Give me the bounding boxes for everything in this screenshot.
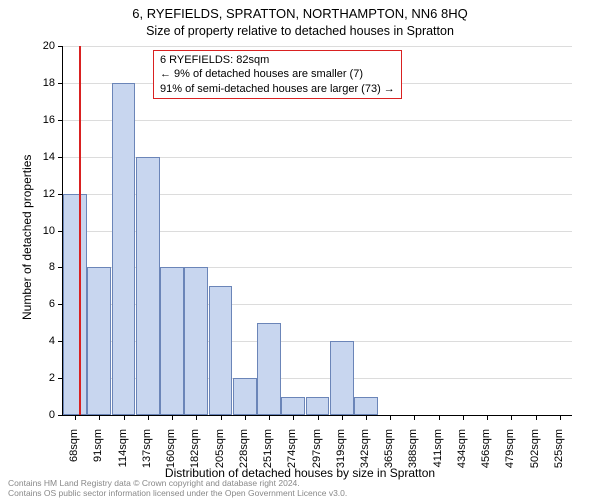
histogram-bar (354, 397, 378, 415)
xtick-mark (124, 415, 125, 420)
gridline (63, 120, 572, 121)
histogram-bar (233, 378, 257, 415)
annotation-line2: ← 9% of detached houses are smaller (7) (160, 67, 395, 81)
annotation-line1: 6 RYEFIELDS: 82sqm (160, 53, 395, 67)
ytick-label: 6 (25, 298, 55, 310)
xtick-mark (75, 415, 76, 420)
ytick-label: 4 (25, 335, 55, 347)
histogram-bar (87, 267, 111, 415)
ytick-label: 10 (25, 225, 55, 237)
chart-title-address: 6, RYEFIELDS, SPRATTON, NORTHAMPTON, NN6… (0, 6, 600, 21)
xtick-mark (390, 415, 391, 420)
y-axis-label: Number of detached properties (20, 155, 34, 320)
ytick-mark (58, 415, 63, 416)
footer-line2: Contains OS public sector information li… (8, 489, 347, 498)
ytick-label: 12 (25, 188, 55, 200)
xtick-mark (536, 415, 537, 420)
histogram-bar (112, 83, 136, 415)
gridline (63, 46, 572, 47)
xtick-label: 502sqm (529, 429, 541, 479)
xtick-label: 525sqm (553, 429, 565, 479)
xtick-label: 342sqm (359, 429, 371, 479)
xtick-mark (439, 415, 440, 420)
chart-container: 6, RYEFIELDS, SPRATTON, NORTHAMPTON, NN6… (0, 0, 600, 500)
xtick-label: 388sqm (407, 429, 419, 479)
xtick-mark (148, 415, 149, 420)
xtick-label: 91sqm (92, 429, 104, 479)
ytick-label: 16 (25, 114, 55, 126)
reference-line (79, 46, 81, 415)
xtick-label: 114sqm (117, 429, 129, 479)
histogram-bar (160, 267, 184, 415)
xtick-label: 274sqm (286, 429, 298, 479)
xtick-label: 137sqm (141, 429, 153, 479)
xtick-label: 434sqm (456, 429, 468, 479)
xtick-mark (99, 415, 100, 420)
xtick-mark (560, 415, 561, 420)
ytick-mark (58, 120, 63, 121)
xtick-label: 160sqm (165, 429, 177, 479)
xtick-mark (463, 415, 464, 420)
chart-subtitle: Size of property relative to detached ho… (0, 24, 600, 38)
histogram-bar (136, 157, 160, 415)
histogram-bar (306, 397, 330, 415)
plot-area: 6 RYEFIELDS: 82sqm ← 9% of detached hous… (62, 46, 572, 416)
xtick-label: 182sqm (189, 429, 201, 479)
xtick-mark (487, 415, 488, 420)
ytick-mark (58, 46, 63, 47)
xtick-mark (221, 415, 222, 420)
ytick-label: 0 (25, 409, 55, 421)
ytick-mark (58, 83, 63, 84)
annotation-box: 6 RYEFIELDS: 82sqm ← 9% of detached hous… (153, 50, 402, 99)
ytick-label: 2 (25, 372, 55, 384)
xtick-label: 365sqm (383, 429, 395, 479)
ytick-label: 8 (25, 261, 55, 273)
xtick-label: 205sqm (214, 429, 226, 479)
xtick-mark (342, 415, 343, 420)
xtick-label: 68sqm (68, 429, 80, 479)
xtick-mark (293, 415, 294, 420)
histogram-bar (209, 286, 233, 415)
ytick-label: 20 (25, 40, 55, 52)
xtick-mark (414, 415, 415, 420)
histogram-bar (330, 341, 354, 415)
histogram-bar (63, 194, 87, 415)
xtick-mark (172, 415, 173, 420)
xtick-mark (511, 415, 512, 420)
xtick-label: 251sqm (262, 429, 274, 479)
xtick-label: 319sqm (335, 429, 347, 479)
xtick-mark (245, 415, 246, 420)
xtick-label: 456sqm (480, 429, 492, 479)
ytick-label: 18 (25, 77, 55, 89)
xtick-label: 411sqm (432, 429, 444, 479)
xtick-mark (269, 415, 270, 420)
xtick-mark (366, 415, 367, 420)
histogram-bar (184, 267, 208, 415)
xtick-mark (318, 415, 319, 420)
ytick-label: 14 (25, 151, 55, 163)
xtick-label: 479sqm (504, 429, 516, 479)
ytick-mark (58, 157, 63, 158)
xtick-label: 228sqm (238, 429, 250, 479)
histogram-bar (257, 323, 281, 415)
footer-attribution: Contains HM Land Registry data © Crown c… (8, 479, 347, 498)
annotation-line3: 91% of semi-detached houses are larger (… (160, 82, 395, 96)
histogram-bar (281, 397, 305, 415)
xtick-label: 297sqm (311, 429, 323, 479)
xtick-mark (196, 415, 197, 420)
